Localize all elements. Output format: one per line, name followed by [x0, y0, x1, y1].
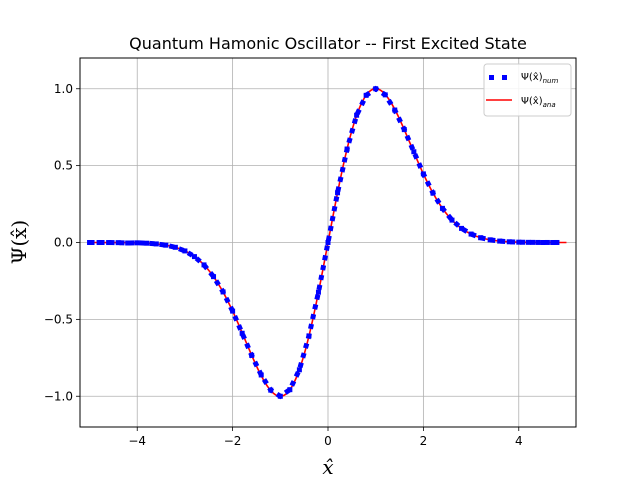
numeric-point: [163, 242, 169, 248]
numeric-point: [182, 248, 188, 254]
numeric-point: [497, 238, 503, 244]
numeric-dotted-line: [89, 85, 557, 400]
numeric-point: [335, 190, 341, 196]
numeric-point: [506, 239, 512, 245]
numeric-point: [411, 149, 417, 155]
x-tick-label: 0: [324, 434, 332, 448]
numeric-point: [220, 289, 226, 295]
numeric-point: [449, 217, 455, 223]
x-tick-label: −2: [224, 434, 242, 448]
numeric-point: [315, 289, 321, 295]
numeric-point: [459, 225, 465, 231]
legend-marker-num: [489, 75, 494, 80]
numeric-point: [201, 262, 207, 268]
numeric-point: [420, 171, 426, 177]
axis-ticks: −4 −2 0 2 4 −1.0 −0.5 0.0 0.5 1.0: [44, 82, 523, 448]
numeric-point: [382, 92, 388, 98]
numeric-point: [554, 239, 560, 245]
y-tick-label: 0.0: [54, 236, 73, 250]
x-tick-label: 2: [420, 434, 428, 448]
y-tick-label: 0.5: [54, 159, 73, 173]
numeric-point: [487, 237, 493, 243]
numeric-point: [544, 239, 550, 245]
legend-marker-num: [502, 75, 507, 80]
y-tick-label: −1.0: [44, 389, 73, 403]
x-tick-label: 4: [515, 434, 523, 448]
numeric-point: [230, 308, 236, 314]
numeric-point: [268, 387, 274, 393]
numeric-point: [258, 372, 264, 378]
x-axis-label: x̂: [322, 455, 333, 479]
y-tick-label: −0.5: [44, 312, 73, 326]
numeric-point: [344, 146, 350, 152]
numeric-point: [468, 231, 474, 237]
numeric-point: [430, 190, 436, 196]
numeric-point: [277, 393, 283, 399]
numeric-point: [373, 86, 379, 92]
numeric-point: [191, 254, 197, 260]
chart-title: Quantum Hamonic Oscillator -- First Exci…: [129, 34, 527, 53]
numeric-point: [401, 127, 407, 133]
numeric-point: [239, 330, 245, 336]
numeric-point: [525, 239, 531, 245]
numeric-point: [516, 239, 522, 245]
legend-label-ana: Ψ(x̂)ana: [521, 95, 556, 109]
y-tick-label: 1.0: [54, 82, 73, 96]
numeric-point: [439, 205, 445, 211]
numeric-point: [211, 274, 217, 280]
numeric-point: [535, 239, 541, 245]
numeric-point: [106, 240, 112, 246]
series-num: [87, 85, 560, 400]
numeric-point: [125, 240, 131, 246]
numeric-point: [325, 240, 331, 245]
numeric-point: [287, 387, 293, 393]
numeric-point: [478, 235, 484, 241]
numeric-point: [363, 92, 369, 98]
y-axis-label: Ψ(x̂): [7, 220, 31, 264]
numeric-point: [296, 367, 302, 373]
numeric-point: [354, 112, 360, 118]
numeric-point: [96, 240, 102, 246]
legend: Ψ(x̂)num Ψ(x̂)ana: [483, 63, 572, 117]
numeric-point: [306, 333, 312, 339]
legend-label-num: Ψ(x̂)num: [521, 71, 558, 85]
numeric-point: [115, 240, 121, 246]
x-tick-label: −4: [128, 434, 146, 448]
numeric-point: [134, 240, 140, 246]
numeric-point: [144, 240, 150, 246]
numeric-point: [249, 352, 255, 358]
numeric-point: [153, 241, 159, 247]
numeric-point: [392, 107, 398, 113]
numeric-point: [87, 240, 93, 245]
numeric-point: [172, 244, 178, 250]
